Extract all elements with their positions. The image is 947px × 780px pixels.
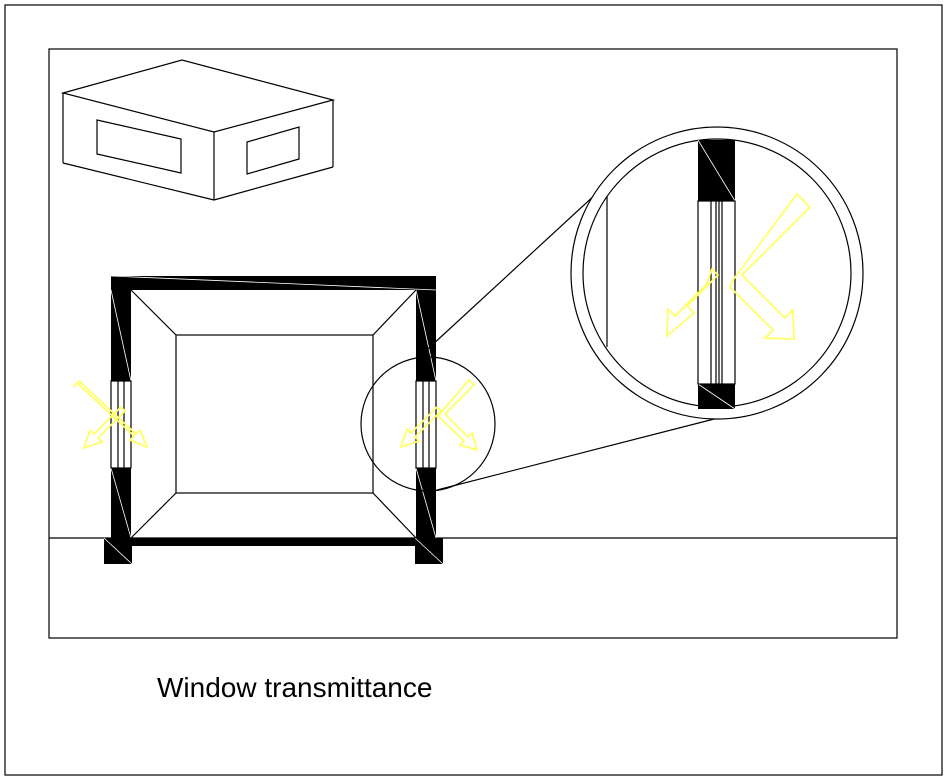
isometric-side-window [246, 126, 300, 175]
solar-arrows [72, 378, 479, 452]
left-reflected-arrow [82, 405, 127, 450]
right-window [415, 380, 437, 469]
left-incident-arrow [72, 379, 149, 449]
magnified-incident-arrow [728, 192, 812, 340]
right-incident-arrow [436, 378, 479, 452]
isometric-front-window [96, 119, 182, 174]
inner-frame [48, 48, 898, 639]
room-section [103, 275, 444, 565]
magnifier-connector-lower [436, 416, 723, 491]
outer-frame [4, 4, 943, 776]
magnified-reflected-arrow [666, 267, 720, 339]
isometric-building [60, 59, 336, 201]
floor-slab [111, 538, 436, 546]
magnified-detail [570, 126, 864, 420]
diagram-caption: Window transmittance [157, 672, 433, 703]
room-interior-perspective [130, 289, 417, 539]
right-reflected-arrow [399, 405, 443, 449]
magnifier-source-circle [360, 356, 496, 492]
